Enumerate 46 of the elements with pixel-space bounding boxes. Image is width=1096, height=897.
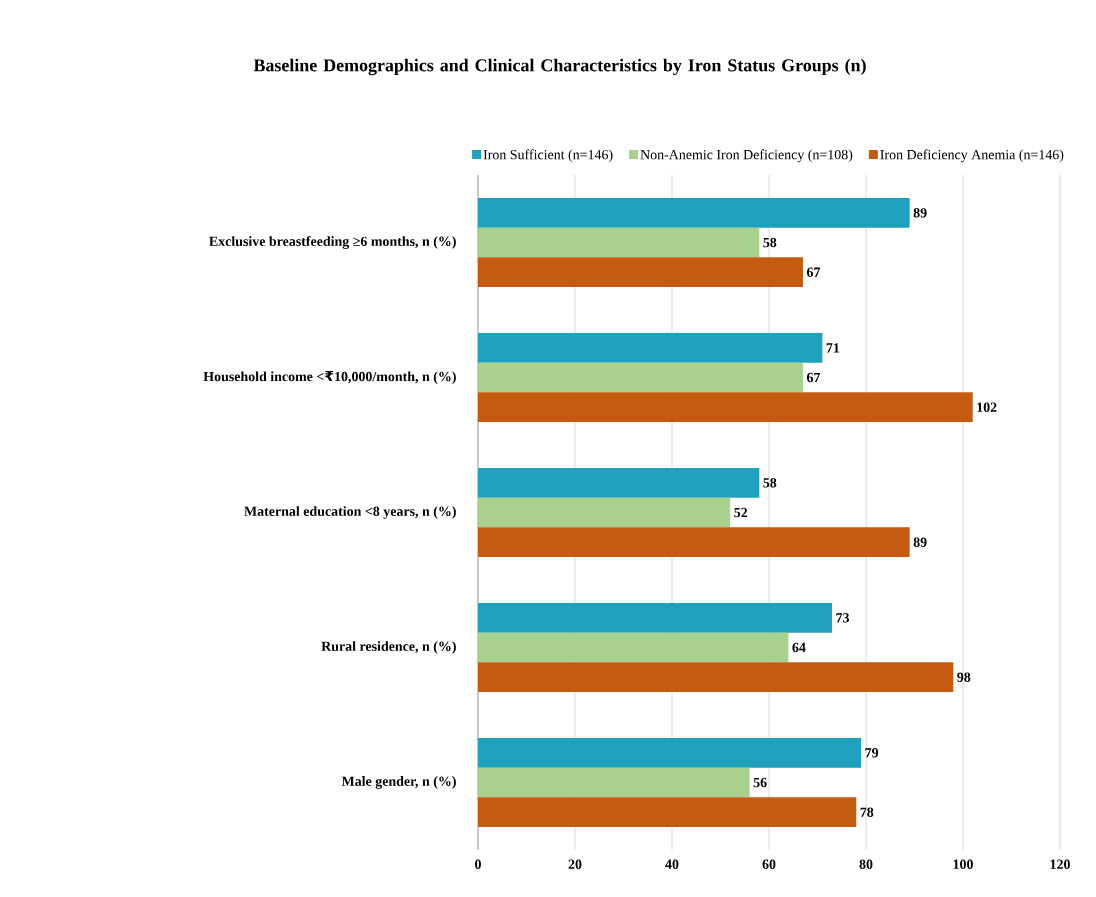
- bar: [478, 257, 803, 288]
- bar: [478, 632, 789, 663]
- bar: [478, 332, 823, 363]
- bar: [478, 467, 760, 498]
- data-label: 67: [806, 372, 821, 383]
- x-tick-label: 100: [953, 859, 973, 869]
- data-label: 58: [763, 478, 777, 488]
- legend-label: Non-Anemic Iron Deficiency (n=108): [640, 149, 853, 163]
- x-tick-label: 120: [1050, 859, 1070, 869]
- x-tick-label: 80: [859, 859, 873, 869]
- bar: [478, 737, 862, 768]
- data-label: 64: [792, 642, 806, 653]
- data-label: 78: [860, 807, 874, 817]
- y-tick-label: Male gender, n (%): [341, 776, 456, 789]
- y-tick-label: Exclusive breastfeeding ≥6 months, n (%): [209, 236, 456, 249]
- legend-label: Iron Deficiency Anemia (n=146): [880, 149, 1064, 163]
- data-label: 79: [865, 748, 879, 758]
- bar: [478, 197, 910, 228]
- y-tick-label: Household income <₹10,000/month, n (%): [203, 370, 456, 385]
- data-label: 73: [836, 613, 850, 623]
- chart-title: Baseline Demographics and Clinical Characteristics by Iron Status Groups (n): [253, 58, 866, 76]
- x-tick-label: 40: [665, 859, 679, 869]
- data-label: 89: [913, 208, 927, 218]
- bar: [478, 362, 803, 393]
- x-tick-label: 0: [475, 859, 481, 869]
- legend-label: Iron Sufficient (n=146): [483, 149, 613, 163]
- bar: [478, 527, 910, 558]
- y-tick-label: Rural residence, n (%): [321, 641, 456, 654]
- x-tick-label: 20: [568, 859, 582, 869]
- data-label: 67: [806, 267, 821, 277]
- x-tick-label: 60: [762, 859, 776, 869]
- data-label: 52: [734, 507, 748, 518]
- data-label: 98: [957, 672, 971, 682]
- data-label: 56: [753, 777, 767, 788]
- bar: [478, 497, 731, 528]
- bar: [478, 392, 973, 423]
- data-label: 89: [913, 537, 927, 547]
- bar: [478, 602, 833, 633]
- data-label: 71: [826, 343, 840, 353]
- bar: [478, 662, 954, 693]
- bar: [478, 227, 760, 258]
- bar: [478, 797, 857, 828]
- data-label: 102: [977, 402, 997, 412]
- data-label: 58: [763, 237, 777, 248]
- bar: [478, 767, 750, 798]
- y-tick-label: Maternal education <8 years, n (%): [244, 506, 456, 519]
